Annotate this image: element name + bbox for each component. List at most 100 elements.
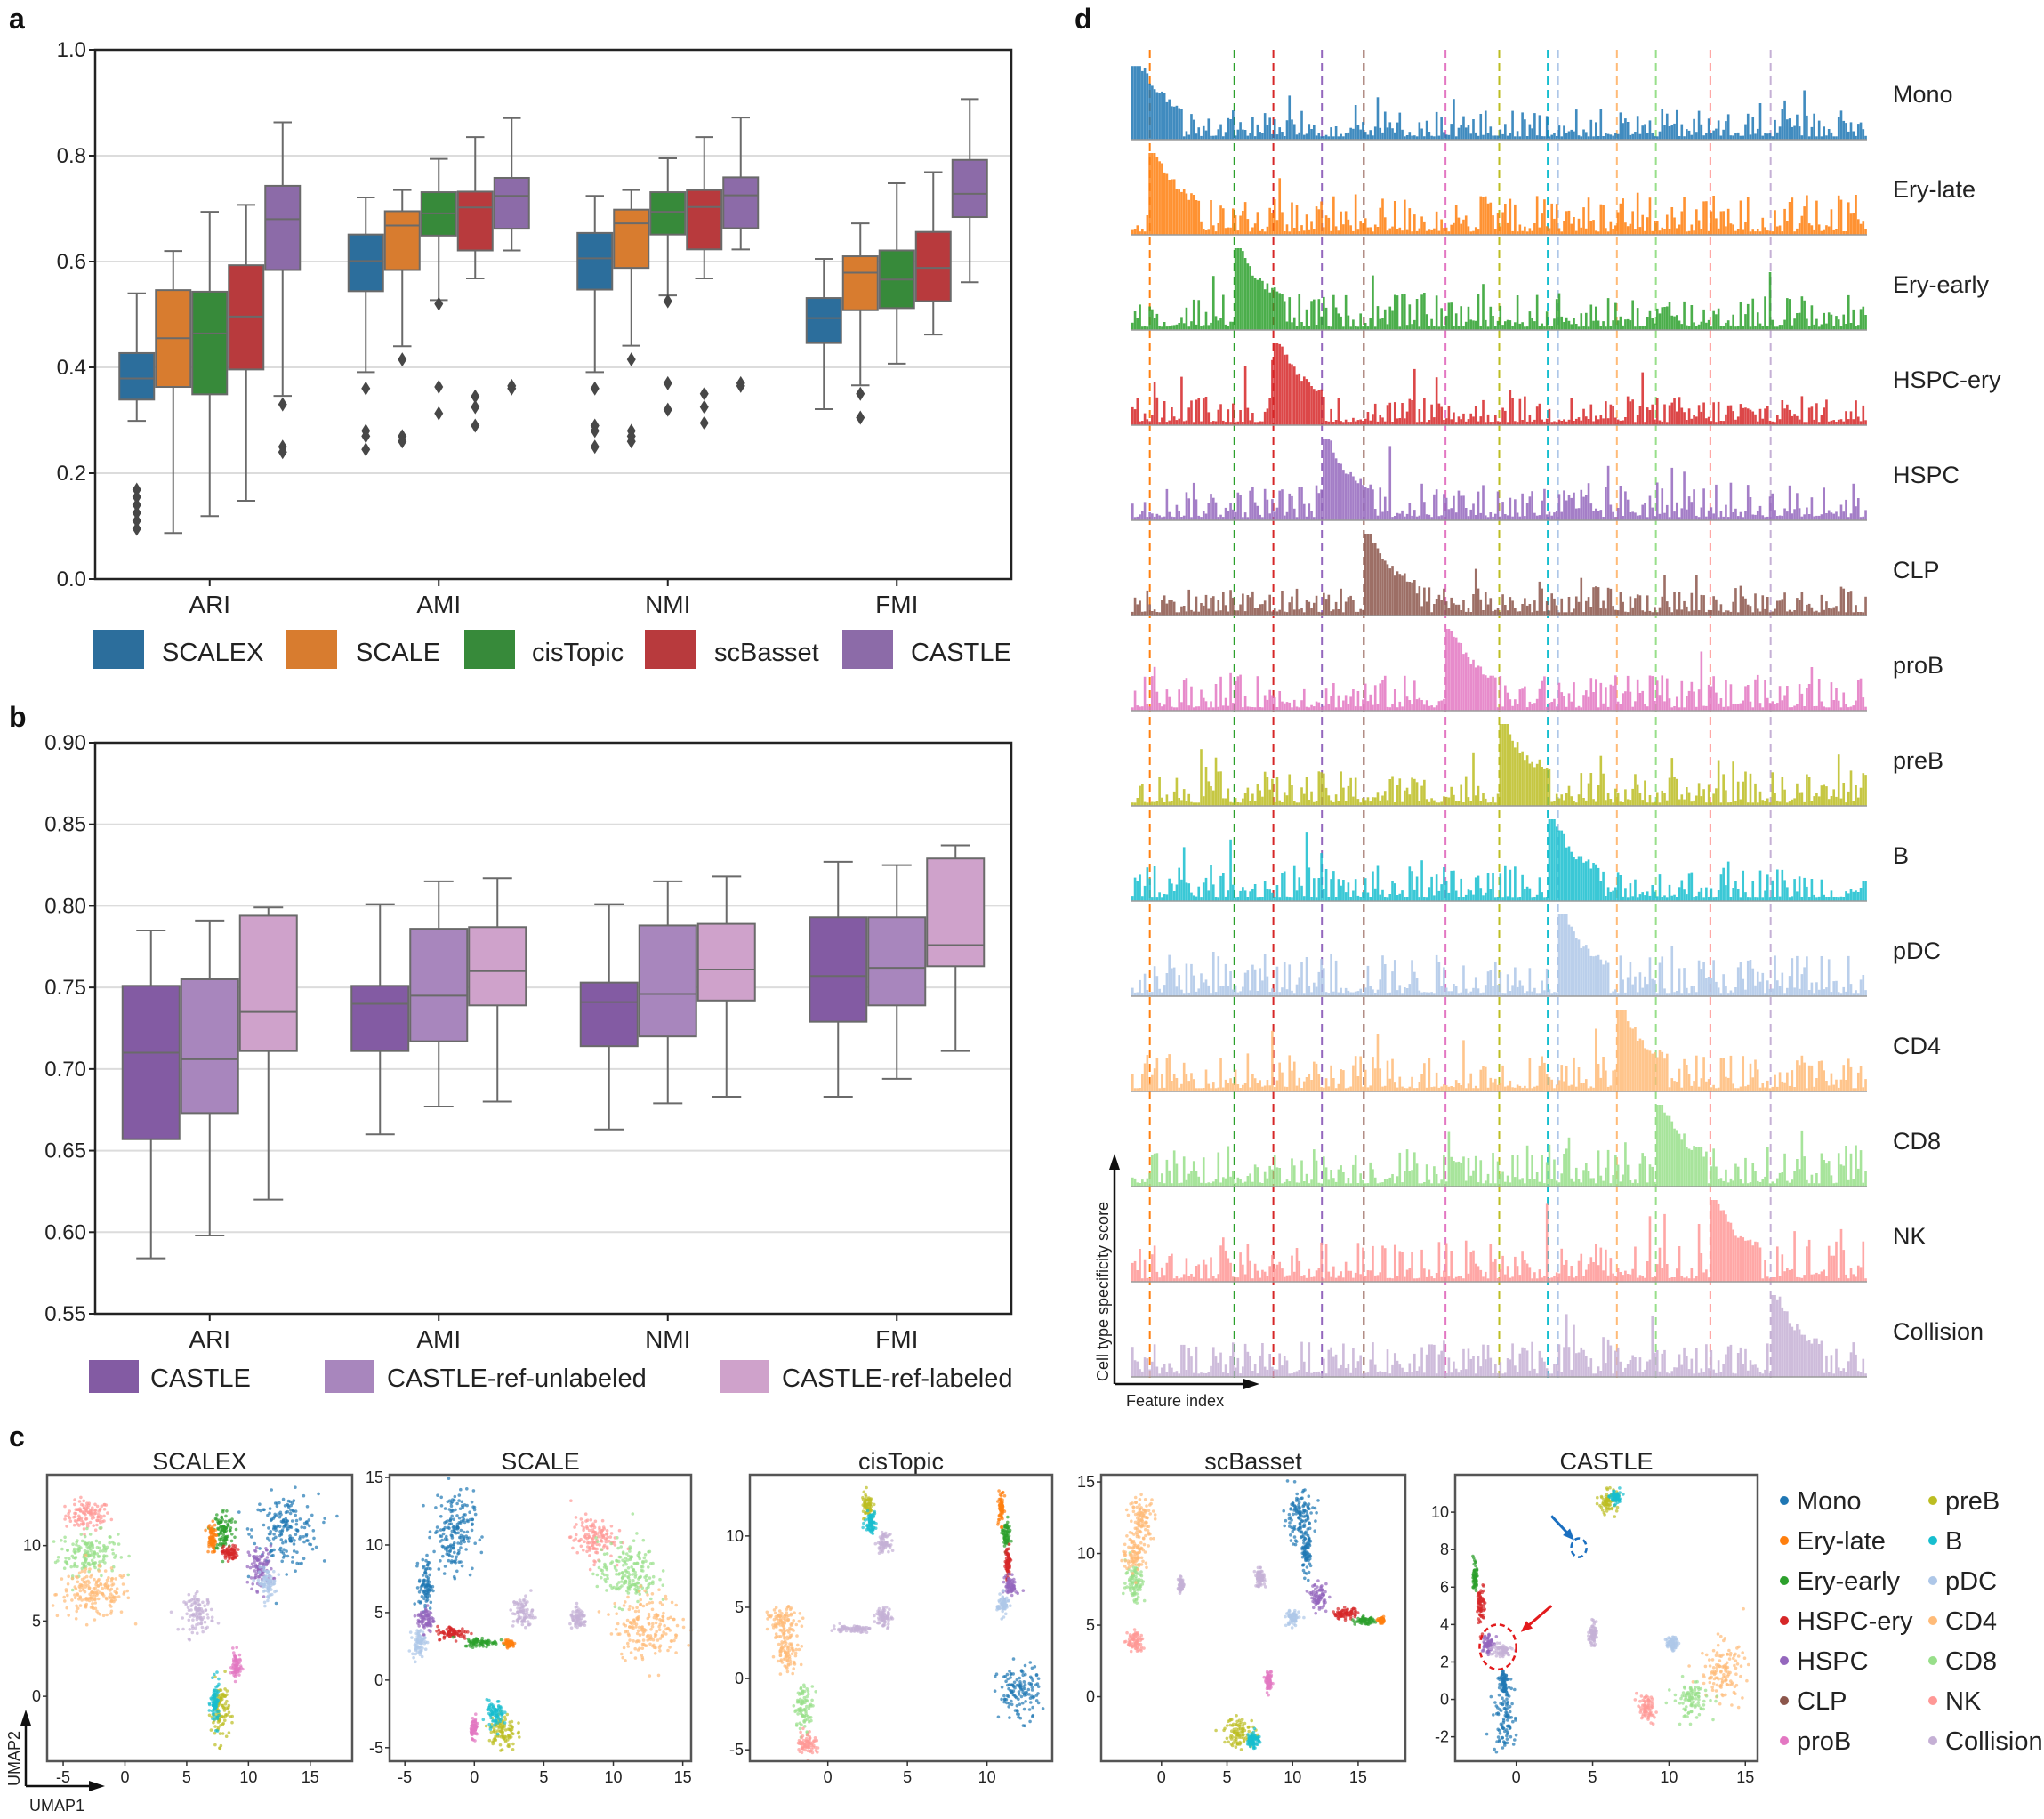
umap-point-CD4 xyxy=(794,1622,799,1627)
umap-point-CD8 xyxy=(798,1691,802,1695)
umap-point-CD4 xyxy=(120,1575,124,1579)
umap-point-pDC xyxy=(411,1652,414,1656)
umap-point-NK xyxy=(92,1516,96,1519)
umap-point-CD4 xyxy=(125,1589,129,1593)
umap-point-Ery-early xyxy=(485,1645,488,1649)
box-CASTLE-ref-labeled-FMI xyxy=(926,844,986,1052)
umap-point-CD4 xyxy=(117,1595,121,1598)
umap-point-Mono xyxy=(1009,1676,1012,1679)
y-tick-label: 1.0 xyxy=(57,38,86,62)
umap-point-Collision xyxy=(511,1612,515,1615)
umap-point-Collision xyxy=(188,1614,192,1618)
umap-point-preB xyxy=(227,1731,231,1734)
umap-point-HSPC xyxy=(251,1582,255,1586)
umap-point-CD8 xyxy=(801,1689,805,1693)
box-scBasset-NMI xyxy=(686,136,723,431)
umap-point-Collision xyxy=(838,1622,841,1625)
umap-point-Collision xyxy=(887,1549,890,1554)
umap-point-CD4 xyxy=(1134,1581,1138,1584)
umap-point-CD4 xyxy=(91,1602,94,1606)
umap-point-Mono xyxy=(457,1560,461,1564)
umap-point-NK xyxy=(1124,1639,1128,1644)
umap-point-Collision xyxy=(568,1622,572,1626)
umap-point-Mono xyxy=(450,1533,454,1538)
umap-point-Collision xyxy=(574,1606,578,1609)
umap-point-CD4 xyxy=(629,1651,633,1654)
umap-point-Collision xyxy=(878,1621,882,1625)
umap-point-proB xyxy=(234,1664,238,1668)
umap-point-CD4 xyxy=(1138,1498,1142,1501)
umap-point-CD4 xyxy=(67,1614,70,1617)
umap-point-Mono xyxy=(460,1500,464,1504)
umap-point-NK xyxy=(592,1541,596,1545)
x-tick-label: 15 xyxy=(302,1768,319,1786)
legend-swatch xyxy=(93,630,144,669)
umap-point-preB xyxy=(230,1720,234,1725)
umap-point-CD4 xyxy=(783,1614,787,1617)
umap-point-Mono xyxy=(278,1515,282,1519)
umap-point-CD4 xyxy=(1148,1512,1152,1516)
umap-point-Ery-early xyxy=(219,1529,223,1533)
umap-point-Mono xyxy=(471,1517,474,1522)
umap-point-CD4 xyxy=(60,1577,64,1581)
umap-point-Collision xyxy=(197,1608,200,1613)
umap-point-Ery-early xyxy=(224,1514,228,1518)
umap-point-Mono xyxy=(1021,1701,1025,1705)
umap-point-CD4 xyxy=(78,1589,83,1593)
umap-point-Mono xyxy=(440,1538,444,1542)
umap-point-HSPC xyxy=(262,1595,266,1598)
umap-point-CD4 xyxy=(620,1652,624,1656)
umap-point-Mono xyxy=(1294,1499,1299,1502)
umap-point-Collision xyxy=(201,1610,205,1614)
umap-point-NK xyxy=(583,1512,588,1516)
umap-point-CD8 xyxy=(810,1685,815,1688)
y-tick-label: 0 xyxy=(735,1670,744,1687)
umap-point-CD4 xyxy=(609,1632,614,1636)
umap-point-CD4 xyxy=(96,1612,101,1615)
umap-point-CD4 xyxy=(1144,1527,1147,1532)
umap-point-Mono xyxy=(1299,1526,1302,1531)
umap-point-CD8 xyxy=(624,1570,628,1574)
umap-point-NK xyxy=(95,1523,99,1527)
umap-point-Collision xyxy=(204,1626,208,1630)
umap-point-CD4 xyxy=(771,1654,776,1659)
umap-point-CD4 xyxy=(90,1573,93,1577)
umap-point-CD4 xyxy=(650,1600,655,1605)
umap-point-Collision xyxy=(194,1602,197,1606)
umap-point-Mono xyxy=(288,1534,292,1538)
umap-point-HSPC xyxy=(1007,1572,1010,1576)
umap-point-Mono xyxy=(1028,1661,1033,1664)
umap-point-CD8 xyxy=(631,1573,635,1576)
umap-point-Ery-early xyxy=(475,1638,479,1642)
umap-point-preB xyxy=(489,1730,494,1734)
umap-point-CD4 xyxy=(639,1603,642,1606)
umap-point-NK xyxy=(605,1529,609,1533)
umap-point-HSPC xyxy=(270,1566,273,1571)
umap-point-Mono xyxy=(1034,1673,1039,1677)
umap-point-NK xyxy=(801,1726,805,1731)
umap-point-Collision xyxy=(877,1610,881,1614)
umap-point-Mono xyxy=(1301,1563,1306,1566)
umap-point-CD4 xyxy=(1152,1536,1155,1541)
umap-point-NK xyxy=(600,1529,604,1533)
umap-point-pDC xyxy=(1009,1604,1012,1607)
umap-point-Collision xyxy=(890,1549,895,1552)
umap-point-Mono xyxy=(279,1538,284,1541)
umap-point-CD4 xyxy=(650,1607,655,1612)
umap-point-Collision xyxy=(196,1598,199,1601)
umap-point-CD4 xyxy=(785,1645,790,1648)
umap-point-CD4 xyxy=(1147,1533,1151,1536)
umap-point-B xyxy=(489,1702,494,1706)
umap-point-Mono xyxy=(466,1540,471,1543)
umap-point-CD4 xyxy=(1136,1554,1140,1558)
umap-point-NK xyxy=(617,1528,622,1533)
umap-point-NK xyxy=(80,1502,84,1507)
umap-point-Ery-late xyxy=(206,1525,211,1529)
umap-point-Mono xyxy=(453,1576,457,1581)
umap-point-NK xyxy=(814,1749,818,1752)
umap-point-Mono xyxy=(256,1508,260,1512)
umap-point-pDC xyxy=(419,1646,423,1649)
umap-point-Collision xyxy=(851,1626,855,1630)
umap-point-Mono xyxy=(1005,1694,1010,1698)
